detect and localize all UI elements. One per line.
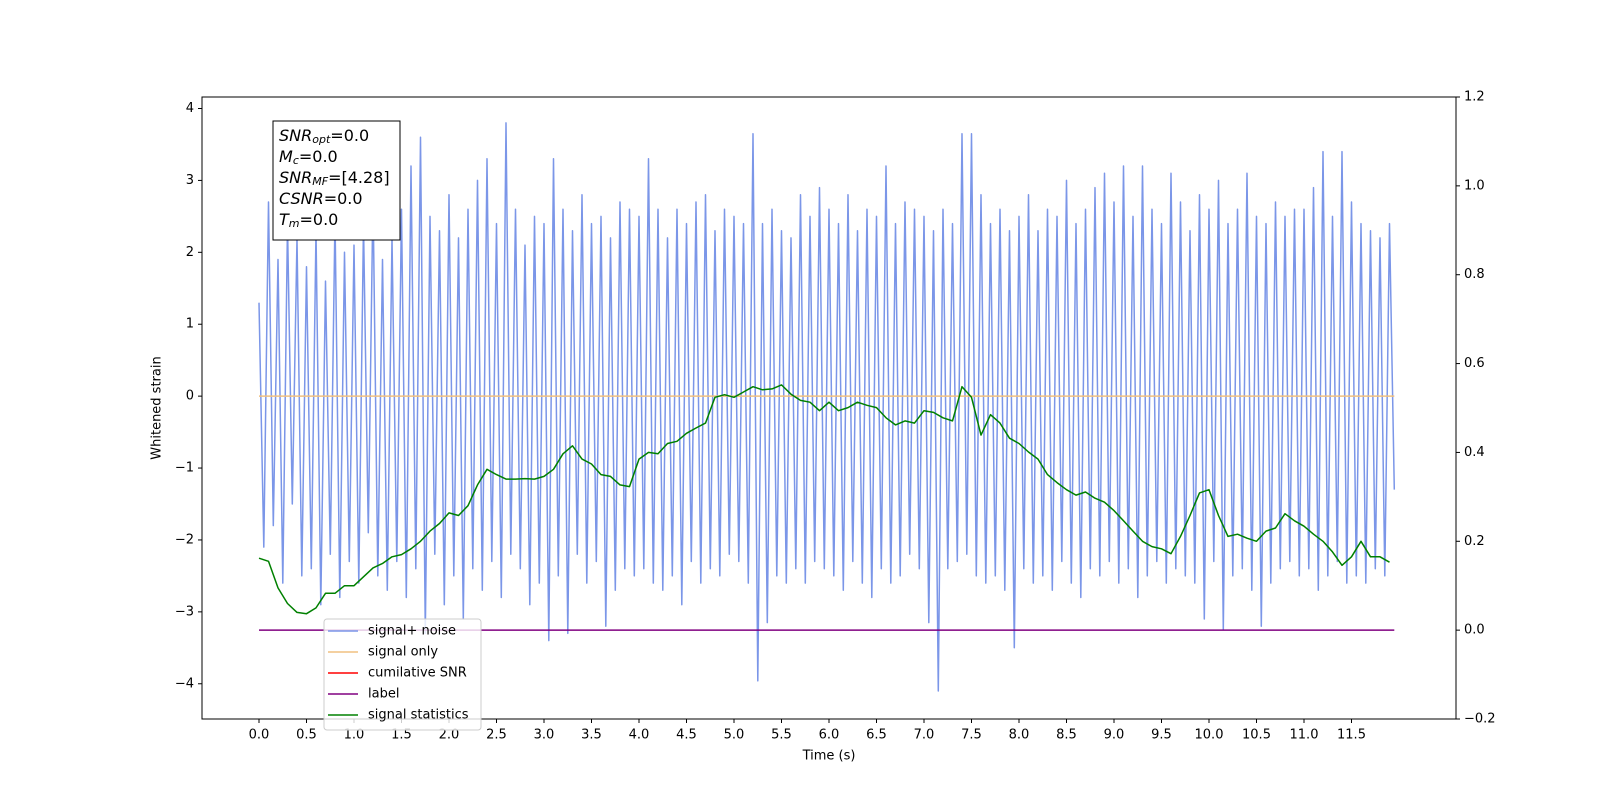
legend: signal+ noise signal only cumilative SNR la…	[323, 618, 482, 731]
y-tick-label: 1	[186, 317, 194, 332]
y2-tick-label: 1.2	[1464, 90, 1485, 105]
x-tick-label: 3.5	[581, 728, 602, 743]
y-tick-label: −4	[175, 676, 194, 691]
x-tick-label: 10.5	[1242, 728, 1271, 743]
annotation-main: CSNR	[279, 189, 324, 208]
y-tick-label: −1	[175, 461, 194, 476]
data-line	[258, 384, 1390, 615]
x-tick-label: 1.0	[344, 728, 365, 743]
annotation-sub: c	[293, 154, 299, 167]
annotation-main: SNR	[279, 168, 312, 187]
y-tick-label: 3	[186, 173, 194, 188]
y-tick-label: 4	[186, 101, 194, 116]
annotation-line: Tm=0.0	[279, 210, 338, 231]
legend-label: signal+ noise	[368, 624, 456, 639]
legend-label: signal statistics	[368, 708, 469, 723]
x-tick-label: 0.0	[249, 728, 270, 743]
x-tick-label: 4.0	[629, 728, 650, 743]
annotation-sub: opt	[312, 133, 331, 146]
annotation-box: SNRopt=0.0Mc=0.0SNRMF=[4.28]CSNR=0.0Tm=0…	[272, 120, 401, 241]
annotation-frame	[272, 120, 401, 241]
x-tick-label: 4.5	[676, 728, 697, 743]
annotation-line: SNRopt=0.0	[279, 126, 369, 147]
y2-tick-label: 0.0	[1464, 623, 1485, 638]
annotation-line: SNRMF=[4.28]	[279, 168, 390, 189]
x-tick-label: 6.5	[866, 728, 887, 743]
y-tick-label: 2	[186, 245, 194, 260]
annotation-rest: =0.0	[330, 126, 369, 145]
legend-frame	[323, 618, 482, 731]
x-tick-label: 10.0	[1195, 728, 1224, 743]
annotation-main: M	[279, 147, 293, 166]
x-axis-label: Time (s)	[802, 749, 856, 764]
annotation-rest: =[4.28]	[328, 168, 390, 187]
annotation-main: T	[279, 210, 290, 229]
y2-tick-label: 0.6	[1464, 356, 1485, 371]
data-line	[258, 122, 1396, 692]
y2-tick-label: 0.4	[1464, 445, 1485, 460]
legend-label: cumilative SNR	[368, 666, 467, 681]
legend-label: label	[368, 687, 399, 702]
annotation-line: Mc=0.0	[279, 147, 338, 168]
y-tick-label: 0	[186, 389, 194, 404]
x-tick-label: 2.5	[486, 728, 507, 743]
y2-tick-label: −0.2	[1464, 712, 1496, 727]
annotation-sub: MF	[312, 175, 328, 188]
y-tick-label: −3	[175, 604, 194, 619]
y2-tick-label: 0.8	[1464, 267, 1485, 282]
y2-tick-label: 1.0	[1464, 178, 1485, 193]
x-tick-label: 9.5	[1151, 728, 1172, 743]
x-tick-label: 5.5	[771, 728, 792, 743]
x-tick-label: 7.5	[961, 728, 982, 743]
x-tick-label: 9.0	[1104, 728, 1125, 743]
y-tick-label: −2	[175, 532, 194, 547]
annotation-sub: m	[289, 217, 300, 230]
x-tick-label: 11.5	[1337, 728, 1366, 743]
legend-label: signal only	[368, 645, 438, 660]
annotation-rest: =0.0	[300, 210, 339, 229]
x-tick-label: 5.0	[724, 728, 745, 743]
x-tick-label: 0.5	[296, 728, 317, 743]
annotation-main: SNR	[279, 126, 312, 145]
x-tick-label: 2.0	[439, 728, 460, 743]
y-axis-label: Whitened strain	[150, 356, 165, 459]
y2-tick-label: 0.2	[1464, 534, 1485, 549]
annotation-rest: =0.0	[324, 189, 363, 208]
x-tick-label: 7.0	[914, 728, 935, 743]
x-tick-label: 8.5	[1056, 728, 1077, 743]
x-tick-label: 1.5	[391, 728, 412, 743]
annotation-line: CSNR=0.0	[279, 189, 363, 208]
x-tick-label: 11.0	[1290, 728, 1319, 743]
x-tick-label: 6.0	[819, 728, 840, 743]
annotation-rest: =0.0	[299, 147, 338, 166]
x-tick-label: 8.0	[1009, 728, 1030, 743]
x-tick-label: 3.0	[534, 728, 555, 743]
